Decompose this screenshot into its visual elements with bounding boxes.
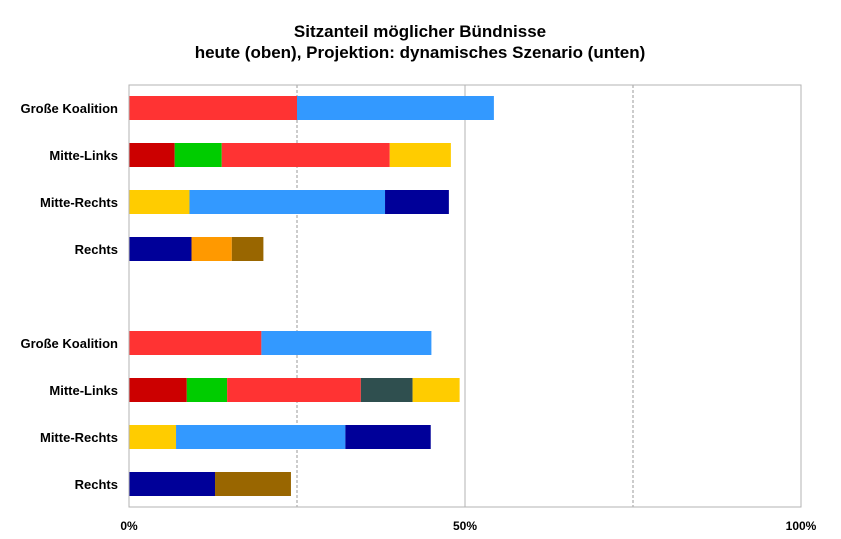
bar-segment-g1-r3-s1	[215, 472, 291, 496]
bar-segment-g1-r2-s1	[176, 425, 346, 449]
bar-segment-g1-r1-s1	[186, 378, 228, 402]
bar-segment-g0-r2-s1	[189, 190, 386, 214]
bar-segment-g0-r3-s0	[129, 237, 192, 261]
bar-segment-g1-r0-s1	[261, 331, 432, 355]
bar-segment-g0-r2-s2	[385, 190, 449, 214]
bar-segment-g1-r1-s2	[227, 378, 361, 402]
category-label: Mitte-Links	[49, 148, 118, 163]
bars-layer	[129, 96, 494, 496]
chart-title-line-2: heute (oben), Projektion: dynamisches Sz…	[195, 43, 646, 62]
bar-segment-g0-r2-s0	[129, 190, 190, 214]
bar-segment-g0-r3-s2	[231, 237, 264, 261]
bar-segment-g0-r1-s3	[389, 143, 451, 167]
bar-segment-g0-r3-s1	[191, 237, 232, 261]
category-label: Mitte-Links	[49, 383, 118, 398]
bar-segment-g1-r0-s0	[129, 331, 262, 355]
bar-segment-g1-r3-s0	[129, 472, 216, 496]
category-label: Rechts	[75, 477, 118, 492]
bar-segment-g1-r1-s4	[412, 378, 460, 402]
category-label: Mitte-Rechts	[40, 430, 118, 445]
plot-frame	[128, 84, 802, 508]
x-tick-label: 0%	[120, 519, 138, 533]
bar-segment-g0-r1-s1	[174, 143, 222, 167]
bar-segment-g0-r1-s2	[221, 143, 390, 167]
bar-segment-g1-r2-s2	[345, 425, 431, 449]
bar-segment-g0-r0-s1	[297, 96, 494, 120]
category-label: Rechts	[75, 242, 118, 257]
bar-segment-g0-r1-s0	[129, 143, 175, 167]
category-label: Mitte-Rechts	[40, 195, 118, 210]
bar-segment-g1-r1-s3	[360, 378, 413, 402]
category-label: Große Koalition	[21, 336, 119, 351]
bar-segment-g1-r2-s0	[129, 425, 177, 449]
category-label: Große Koalition	[21, 101, 119, 116]
bar-segment-g1-r1-s0	[129, 378, 187, 402]
category-labels: Große Koalition Mitte-Links Mitte-Rechts Re…	[21, 101, 119, 492]
x-axis-ticks: 0% 50% 100%	[120, 519, 816, 533]
x-tick-label: 50%	[453, 519, 477, 533]
x-tick-label: 100%	[786, 519, 817, 533]
chart-title-line-1: Sitzanteil möglicher Bündnisse	[294, 22, 546, 41]
bar-segment-g0-r0-s0	[129, 96, 297, 120]
